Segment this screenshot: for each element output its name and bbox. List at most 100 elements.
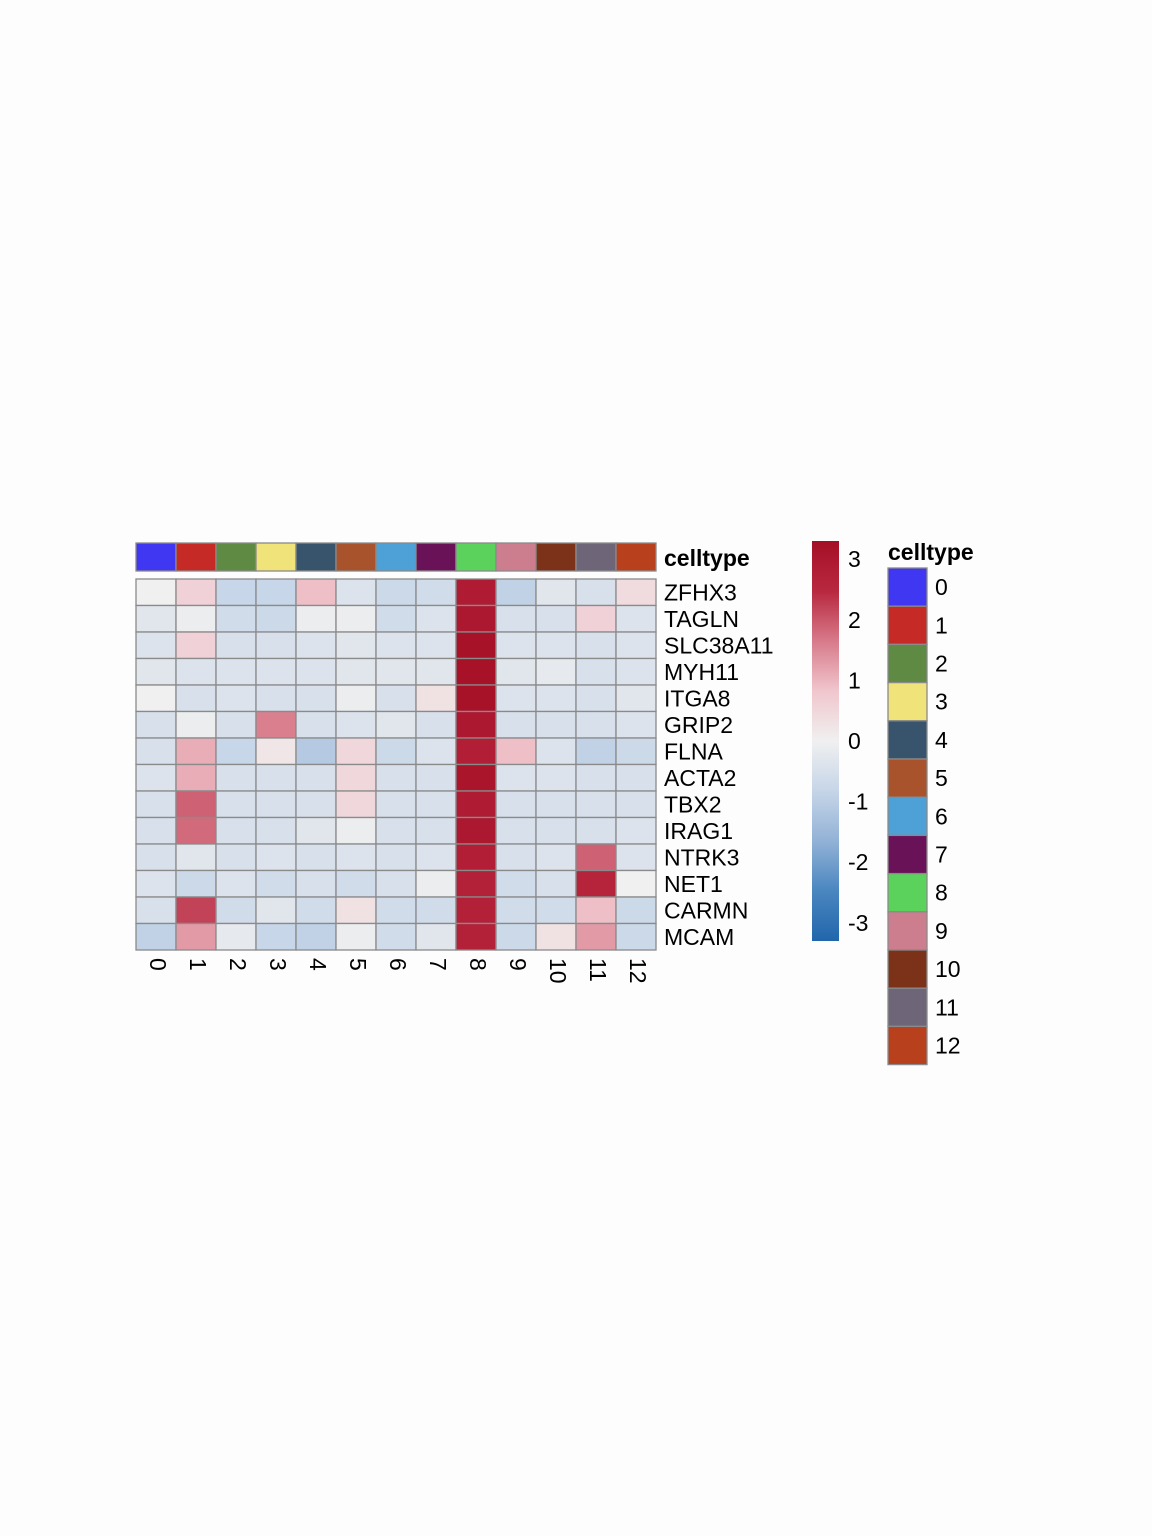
heatmap-cell xyxy=(415,896,457,925)
expression-colorbar: 3 2 1 0 -1 -2 -3 xyxy=(812,541,868,941)
heatmap-cell xyxy=(295,843,337,872)
heatmap-cell xyxy=(535,737,577,766)
heatmap-cell xyxy=(295,763,337,792)
heatmap-cell xyxy=(415,869,457,898)
heatmap-cell xyxy=(295,896,337,925)
legend-label: 0 xyxy=(935,574,948,600)
heatmap-cell xyxy=(135,896,177,925)
heatmap-cell xyxy=(295,684,337,713)
colorbar-tick-label: -2 xyxy=(848,849,868,875)
heatmap-cell xyxy=(455,737,497,766)
heatmap-cell xyxy=(175,843,217,872)
heatmap-cell xyxy=(175,763,217,792)
heatmap-cell xyxy=(575,816,617,845)
row-label: CARMN xyxy=(664,897,748,923)
heatmap-cell xyxy=(295,922,337,951)
heatmap-cell xyxy=(615,869,657,898)
heatmap-cell xyxy=(335,684,377,713)
heatmap-cell xyxy=(335,578,377,607)
heatmap-cell xyxy=(335,763,377,792)
heatmap-cell xyxy=(175,657,217,686)
annotation-cell-2 xyxy=(215,542,257,572)
heatmap-cell xyxy=(375,604,417,633)
annotation-cell-1 xyxy=(175,542,217,572)
legend-swatch-9 xyxy=(887,911,928,951)
column-label: 0 xyxy=(145,958,171,971)
heatmap-cell xyxy=(455,896,497,925)
heatmap-cell xyxy=(215,816,257,845)
heatmap-cell xyxy=(495,896,537,925)
heatmap-cell xyxy=(615,922,657,951)
heatmap-cell xyxy=(535,710,577,739)
heatmap-cell xyxy=(455,922,497,951)
heatmap-cell xyxy=(255,896,297,925)
heatmap-cell xyxy=(175,737,217,766)
heatmap-cell xyxy=(575,684,617,713)
heatmap-cell xyxy=(295,816,337,845)
row-label: TBX2 xyxy=(664,791,722,817)
heatmap-cell xyxy=(135,710,177,739)
legend-label: 12 xyxy=(935,1033,961,1059)
heatmap-cell xyxy=(375,763,417,792)
heatmap-cell xyxy=(135,869,177,898)
heatmap-cell xyxy=(575,737,617,766)
heatmap-cell xyxy=(615,790,657,819)
heatmap-cell xyxy=(575,604,617,633)
heatmap-cell xyxy=(175,684,217,713)
row-label: NET1 xyxy=(664,871,723,897)
heatmap-cell xyxy=(335,604,377,633)
heatmap-cell xyxy=(415,684,457,713)
heatmap-cell xyxy=(495,710,537,739)
legend-swatch-10 xyxy=(887,949,928,989)
heatmap-cell xyxy=(255,922,297,951)
annotation-cell-12 xyxy=(615,542,657,572)
heatmap-cell xyxy=(175,922,217,951)
heatmap-cell xyxy=(415,657,457,686)
heatmap-cell xyxy=(335,790,377,819)
heatmap-cell xyxy=(135,790,177,819)
column-label: 6 xyxy=(385,958,411,971)
legend-label: 7 xyxy=(935,842,948,868)
heatmap-cell xyxy=(615,684,657,713)
row-label: MCAM xyxy=(664,924,734,950)
heatmap-cell xyxy=(375,684,417,713)
heatmap-cell xyxy=(575,896,617,925)
heatmap-cell xyxy=(615,843,657,872)
legend-label: 1 xyxy=(935,612,948,638)
heatmap-cell xyxy=(535,684,577,713)
heatmap-cell xyxy=(215,790,257,819)
heatmap-cell xyxy=(175,710,217,739)
legend-label: 3 xyxy=(935,689,948,715)
heatmap-cell xyxy=(335,843,377,872)
heatmap-cell xyxy=(615,657,657,686)
heatmap-cell xyxy=(135,657,177,686)
heatmap-cell xyxy=(615,604,657,633)
heatmap-cell xyxy=(215,657,257,686)
annotation-cell-7 xyxy=(415,542,457,572)
legend-swatch-0 xyxy=(887,567,928,607)
celltype-annotation-label: celltype xyxy=(664,545,750,571)
heatmap-cell xyxy=(455,843,497,872)
legend-label: 5 xyxy=(935,765,948,791)
annotation-cell-9 xyxy=(495,542,537,572)
heatmap-cell xyxy=(495,737,537,766)
heatmap-cell xyxy=(495,578,537,607)
heatmap-cell xyxy=(375,869,417,898)
legend-label: 6 xyxy=(935,803,948,829)
heatmap-cell xyxy=(255,631,297,660)
column-label: 5 xyxy=(345,958,371,971)
heatmap-cell xyxy=(415,710,457,739)
heatmap-cell xyxy=(455,790,497,819)
legend-label: 4 xyxy=(935,727,948,753)
heatmap-cell xyxy=(615,578,657,607)
row-label: TAGLN xyxy=(664,606,739,632)
heatmap-cell xyxy=(495,631,537,660)
heatmap-cell xyxy=(135,604,177,633)
heatmap-cell xyxy=(575,631,617,660)
column-label: 1 xyxy=(185,958,211,971)
column-label: 4 xyxy=(305,958,331,971)
heatmap-cell xyxy=(255,816,297,845)
heatmap-cell xyxy=(615,737,657,766)
heatmap-cell xyxy=(375,631,417,660)
